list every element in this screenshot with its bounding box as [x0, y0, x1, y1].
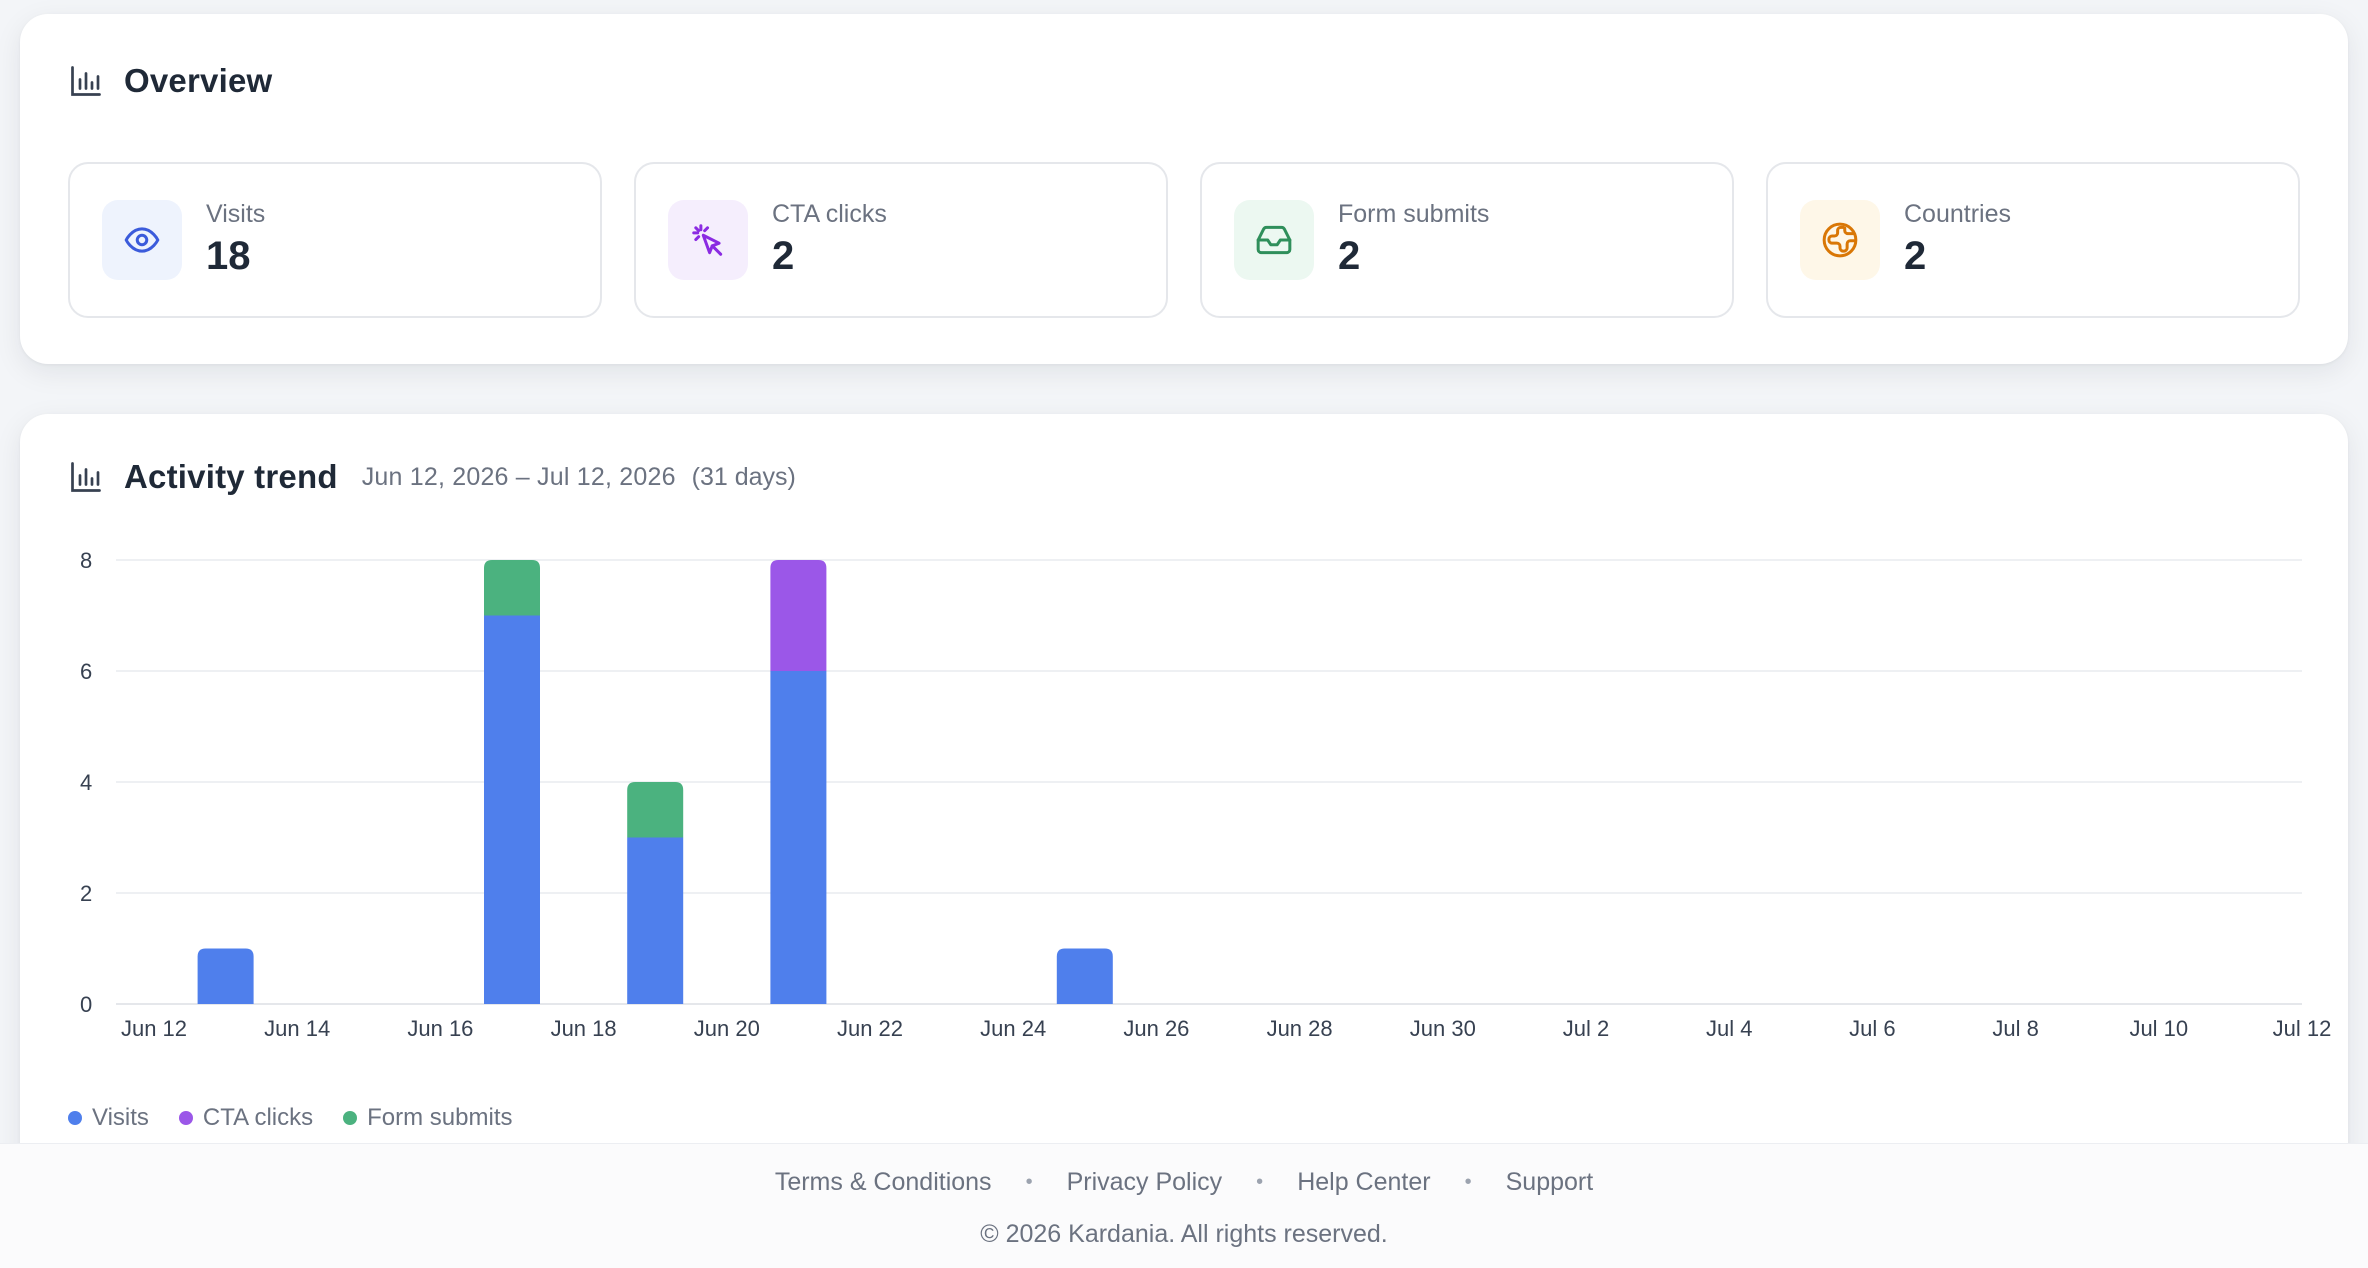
legend-swatch	[343, 1111, 358, 1125]
x-tick-label: Jun 22	[837, 1016, 903, 1041]
trend-header: Activity trend Jun 12, 2026 – Jul 12, 20…	[68, 458, 796, 496]
overview-header: Overview	[68, 62, 272, 100]
stat-icon-wrap	[1234, 200, 1314, 280]
footer-separator: •	[1025, 1171, 1033, 1193]
x-tick-label: Jun 20	[694, 1016, 760, 1041]
x-tick-label: Jul 10	[2129, 1016, 2188, 1041]
x-tick-label: Jun 26	[1123, 1016, 1189, 1041]
activity-trend-card: Activity trend Jun 12, 2026 – Jul 12, 20…	[20, 414, 2348, 1268]
x-tick-label: Jun 30	[1410, 1016, 1476, 1041]
x-tick-label: Jun 14	[264, 1016, 330, 1041]
stat-card-form-submits: Form submits 2	[1200, 162, 1734, 318]
x-tick-label: Jun 24	[980, 1016, 1046, 1041]
terms-link[interactable]: Terms & Conditions	[774, 1168, 992, 1196]
y-tick-label: 6	[80, 659, 92, 684]
stat-icon-wrap	[102, 200, 182, 280]
stat-label: Visits	[206, 200, 266, 228]
x-tick-label: Jun 12	[121, 1016, 187, 1041]
legend-item-cta-clicks[interactable]: CTA clicks	[178, 1104, 314, 1132]
bar-segment-visits	[627, 837, 684, 1004]
stat-label: CTA clicks	[772, 200, 887, 228]
stat-icon-wrap	[1800, 200, 1880, 280]
x-tick-label: Jun 16	[407, 1016, 473, 1041]
stat-value: 2	[1338, 234, 1361, 278]
y-tick-label: 0	[80, 992, 92, 1017]
legend-swatch	[178, 1111, 193, 1125]
support-link[interactable]: Support	[1505, 1168, 1594, 1196]
copyright-text: © 2026 Kardania. All rights reserved.	[980, 1220, 1388, 1248]
globe-icon	[1821, 221, 1859, 259]
stats-row: Visits 18 CTA clicks 2	[68, 162, 2300, 318]
bar-chart-icon	[68, 459, 104, 495]
footer-separator: •	[1256, 1171, 1264, 1193]
stat-label: Countries	[1904, 200, 2011, 228]
legend-item-visits[interactable]: Visits	[68, 1104, 149, 1132]
date-range: Jun 12, 2026 – Jul 12, 2026	[361, 462, 676, 491]
stat-icon-wrap	[668, 200, 748, 280]
trend-title: Activity trend	[124, 458, 338, 495]
y-tick-label: 8	[80, 548, 92, 573]
stat-value: 18	[206, 234, 251, 278]
page-footer: Terms & Conditions • Privacy Policy • He…	[0, 1143, 2368, 1268]
legend-item-form-submits[interactable]: Form submits	[343, 1104, 513, 1132]
bar-segment-visits	[770, 671, 827, 1004]
bar-segment-visits	[484, 615, 540, 1004]
overview-title: Overview	[124, 62, 273, 99]
stat-card-cta-clicks: CTA clicks 2	[634, 162, 1168, 318]
legend-label: Visits	[92, 1104, 149, 1131]
help-center-link[interactable]: Help Center	[1297, 1168, 1431, 1196]
stat-card-countries: Countries 2	[1766, 162, 2300, 318]
bar-chart-icon	[68, 63, 104, 99]
footer-links: Terms & Conditions • Privacy Policy • He…	[0, 1168, 2368, 1197]
bar-segment-form-submits	[484, 560, 540, 616]
inbox-icon	[1255, 221, 1293, 259]
footer-separator: •	[1464, 1171, 1472, 1193]
chart-legend: Visits CTA clicks Form submits	[68, 1104, 513, 1132]
x-tick-label: Jul 4	[1706, 1016, 1752, 1041]
activity-bar-chart: 0 2 4 6 8 Jun 12 Jun 14 Jun 16 Jun 18 Jun 20 Jun 2…	[80, 548, 2331, 1041]
stat-value: 2	[1904, 234, 1927, 278]
legend-label: CTA clicks	[202, 1104, 314, 1131]
legend-label: Form submits	[367, 1104, 513, 1131]
y-tick-label: 2	[80, 881, 92, 906]
bar-segment-form-submits	[627, 782, 684, 838]
bar-segment-visits	[1056, 948, 1113, 1004]
privacy-link[interactable]: Privacy Policy	[1066, 1168, 1223, 1196]
x-tick-label: Jul 2	[1563, 1016, 1609, 1041]
x-tick-label: Jul 8	[1992, 1016, 2038, 1041]
legend-swatch	[68, 1111, 82, 1125]
x-tick-label: Jul 12	[2273, 1016, 2332, 1041]
overview-card: Overview Visits 18	[20, 14, 2348, 364]
cursor-click-icon	[689, 221, 727, 259]
bar-segment-visits	[197, 948, 254, 1004]
y-tick-label: 4	[80, 770, 92, 795]
x-tick-label: Jul 6	[1849, 1016, 1895, 1041]
stat-value: 2	[772, 234, 795, 278]
range-days: (31 days)	[691, 462, 796, 491]
x-tick-label: Jun 18	[551, 1016, 617, 1041]
bar-segment-cta-clicks	[770, 560, 827, 671]
stat-label: Form submits	[1338, 200, 1490, 228]
x-tick-label: Jun 28	[1267, 1016, 1333, 1041]
stat-card-visits: Visits 18	[68, 162, 602, 318]
eye-icon	[123, 221, 161, 259]
